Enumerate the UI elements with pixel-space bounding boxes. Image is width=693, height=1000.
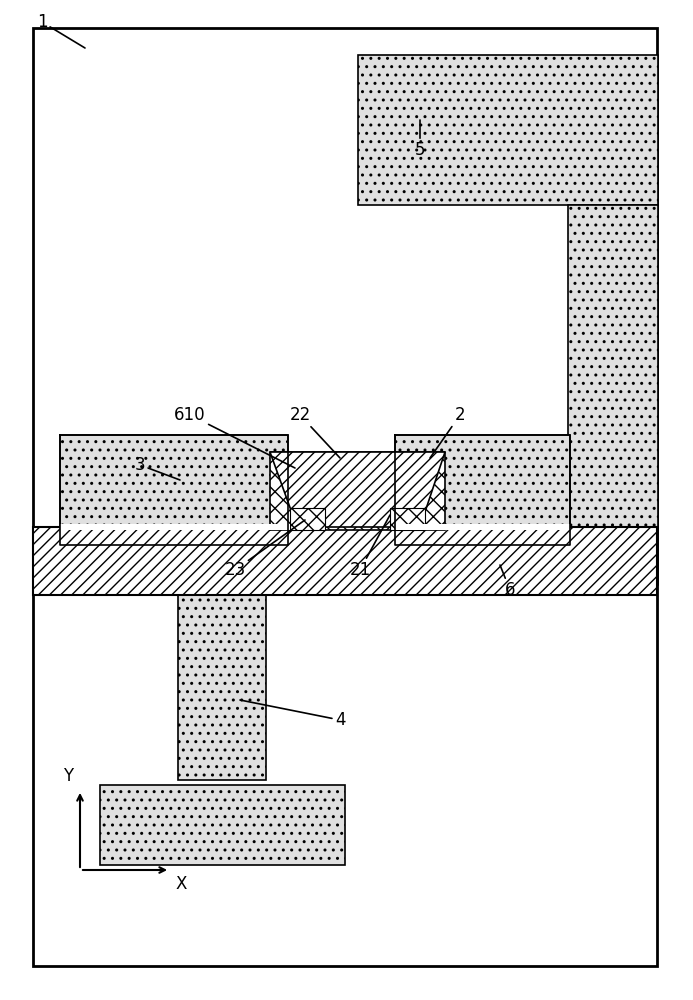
Text: 5: 5 [414,120,426,159]
Bar [178,595,266,780]
Text: 4: 4 [240,700,345,729]
Bar [60,524,290,530]
Text: 21: 21 [349,515,390,579]
Bar [33,527,657,595]
Bar [270,452,445,530]
Text: 2: 2 [430,406,465,458]
Text: 23: 23 [225,520,305,579]
Text: 3: 3 [134,456,180,480]
Bar [100,785,345,865]
Text: 22: 22 [290,406,340,458]
Bar [358,55,658,205]
Bar [395,435,570,545]
Text: Y: Y [63,767,73,785]
Text: 1: 1 [37,13,85,48]
Polygon shape [270,452,445,527]
Bar [395,524,570,530]
Text: 610: 610 [174,406,295,468]
Text: X: X [176,875,187,893]
Text: 6: 6 [500,565,516,599]
Bar [290,508,325,530]
Bar [568,205,658,585]
Bar [60,435,288,545]
Bar [390,508,425,530]
